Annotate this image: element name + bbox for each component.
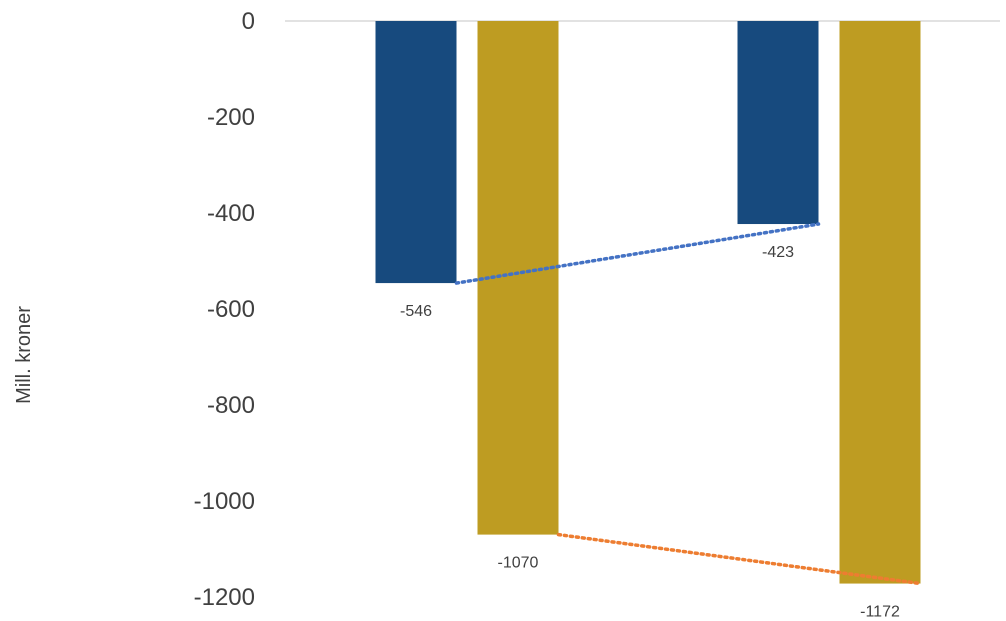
bars-group: [375, 21, 921, 584]
y-tick-label: -400: [207, 200, 255, 227]
bar: [375, 21, 457, 284]
data-label: -1070: [498, 555, 539, 572]
y-tick-label: 0: [242, 8, 255, 35]
data-labels-group: -546 -423 -1070 -1172: [400, 244, 900, 621]
bar: [839, 21, 921, 584]
data-label: -546: [400, 303, 432, 320]
y-tick-label: -1200: [194, 584, 255, 611]
y-axis-title: Mill. kroner: [13, 306, 35, 404]
y-axis-ticks: 0 -200 -400 -600 -800 -1000 -1200: [194, 8, 255, 611]
data-label: -1172: [860, 604, 900, 621]
trendlines-group: [454, 222, 923, 586]
y-tick-label: -200: [207, 104, 255, 131]
data-label: -423: [762, 244, 794, 261]
y-tick-label: -800: [207, 392, 255, 419]
trendline: [454, 222, 821, 285]
bar: [737, 21, 819, 225]
y-tick-label: -1000: [194, 488, 255, 515]
trendline: [556, 532, 923, 586]
y-tick-label: -600: [207, 296, 255, 323]
